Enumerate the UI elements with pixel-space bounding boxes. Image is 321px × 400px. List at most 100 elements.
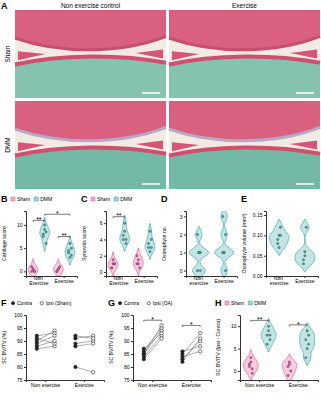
image-tibia: [169, 147, 320, 189]
tick-label: Exercise: [289, 382, 308, 388]
tick: 95: [17, 325, 26, 331]
column-header: Exercise: [232, 2, 257, 9]
violin: [28, 259, 38, 276]
data-point: [30, 270, 32, 272]
tick: 85: [17, 351, 26, 357]
data-point: [279, 226, 281, 228]
significance-label: *: [151, 316, 154, 323]
panel-label: D: [161, 194, 168, 204]
tick-label: 0.00: [253, 273, 263, 279]
tick-mark: [184, 216, 186, 217]
image-meniscus: [172, 51, 199, 60]
axis-title: SC BV/TV (%): [1, 331, 7, 364]
data-point: [123, 230, 125, 232]
tick: 5: [20, 245, 26, 251]
data-point: [288, 363, 290, 365]
legend-swatch: [225, 301, 229, 305]
tick-label: 4: [100, 237, 103, 243]
tick-label: Exercise: [75, 382, 94, 388]
tick: 0: [100, 269, 106, 275]
tick: Exercise: [55, 276, 74, 284]
violin: [120, 215, 130, 251]
image-tibia-cartilage: [169, 56, 320, 64]
tick-label: Non exercise: [190, 275, 209, 287]
histology-image: [15, 101, 166, 189]
data-point: [305, 226, 307, 228]
data-point: [181, 360, 184, 363]
data-point: [123, 222, 125, 224]
tick-label-line: Exercise: [109, 280, 128, 286]
data-point: [110, 267, 112, 269]
histology-image: [15, 10, 166, 98]
tick-label: Exercise: [295, 278, 314, 284]
tick-label: 0: [180, 268, 183, 274]
pair-line: [75, 336, 93, 339]
tick-mark: [104, 239, 106, 240]
data-point: [150, 246, 152, 248]
image-meniscus: [18, 142, 45, 151]
axis-line: [24, 316, 27, 381]
chart: H0510Non exerciseExerciseSC BV/TV (Ipsi …: [215, 298, 319, 388]
y-axis: 0.000.050.100.15: [253, 212, 267, 280]
data-point: [181, 355, 184, 358]
violin: [65, 236, 75, 266]
chart: F7580859095100Non exerciseExerciseSC BV/…: [1, 298, 105, 388]
chart: B0510Non ExerciseExerciseCartilage score…: [1, 194, 78, 286]
scale-bar: [296, 183, 314, 185]
tick-label-line: exercise: [190, 280, 209, 286]
tick-mark: [24, 271, 26, 272]
tick-mark: [131, 354, 133, 355]
significance-label: *: [297, 321, 300, 328]
legend-marker: [40, 302, 43, 305]
data-point: [137, 259, 139, 261]
column-header: Non exercise control: [61, 2, 121, 9]
data-point: [59, 266, 61, 268]
axis-title: Osteophyte no.: [161, 226, 167, 261]
data-point: [250, 361, 252, 363]
data-point: [136, 254, 138, 256]
tick-mark: [184, 271, 186, 272]
tick: 85: [124, 351, 133, 357]
data-point: [199, 269, 201, 271]
data-point: [302, 259, 304, 261]
tick-label: Non exercise: [245, 382, 274, 388]
panel-label: E: [241, 194, 247, 204]
tick: 2: [100, 253, 106, 259]
image-tibia: [169, 56, 320, 98]
tick-mark: [24, 225, 26, 226]
significance-label: **: [61, 232, 67, 239]
legend-label: DMM: [254, 300, 266, 306]
significance-label: **: [257, 316, 263, 323]
tick: Exercise: [215, 276, 234, 284]
violin: [215, 211, 234, 276]
tick: 6: [100, 220, 106, 226]
data-point: [43, 228, 45, 230]
violin: [269, 219, 289, 255]
tick-label: 3: [180, 214, 183, 220]
data-point: [74, 345, 77, 348]
tick: Non exercise: [138, 380, 167, 388]
data-point: [137, 263, 139, 265]
tick: Non Exercise: [109, 275, 128, 287]
axis-title: SC BV/TV (%): [108, 331, 114, 364]
data-point: [305, 356, 307, 358]
image-meniscus: [172, 142, 199, 151]
panel-label: B: [1, 194, 8, 204]
tick-label: 100: [121, 312, 130, 318]
image-meniscus: [290, 141, 317, 150]
data-point: [74, 334, 77, 337]
figure: ANon exercise controlExerciseShamDMMB051…: [0, 0, 321, 400]
pair-line: [37, 336, 55, 344]
tick: Non exercise: [31, 380, 60, 388]
tick-mark: [238, 371, 240, 372]
tick-label: Exercise: [55, 278, 74, 284]
data-point: [248, 365, 250, 367]
image-tibia: [15, 56, 166, 98]
tick: 75: [17, 377, 26, 383]
data-point: [160, 337, 163, 340]
tick-mark: [24, 367, 26, 368]
violin: [300, 323, 315, 365]
x-axis: Non exerciseExercise: [267, 275, 319, 287]
scale-bar: [142, 183, 160, 185]
tick-label: 85: [124, 351, 130, 357]
